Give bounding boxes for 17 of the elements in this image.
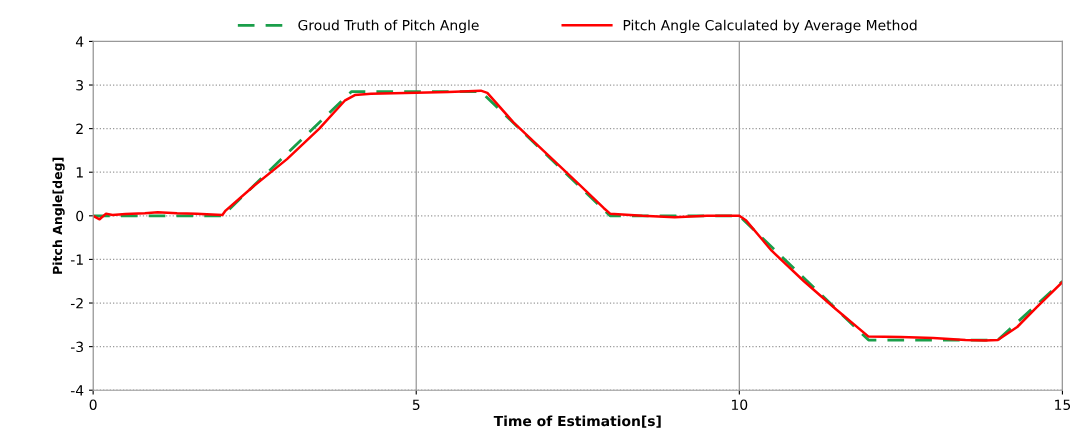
legend-label: Pitch Angle Calculated by Average Method (623, 19, 917, 34)
x-tick-label: 15 (1055, 399, 1071, 410)
y-tick-label: -2 (70, 297, 83, 309)
y-tick-label: -4 (70, 385, 84, 396)
x-tick-label: 0 (89, 399, 97, 410)
legend-label: Groud Truth of Pitch Angle (298, 19, 479, 34)
y-tick-label: -3 (70, 341, 83, 353)
y-tick-label: 1 (76, 167, 83, 178)
y-tick-label: 3 (76, 79, 83, 91)
x-tick-label: 5 (412, 399, 420, 410)
y-tick-label: -1 (70, 254, 83, 265)
x-axis-title: Time of Estimation[s] (493, 415, 661, 428)
y-tick-label: 0 (76, 210, 84, 222)
y-tick-label: 2 (76, 123, 83, 134)
x-tick-label: 10 (732, 399, 748, 410)
y-tick-label: 4 (75, 36, 84, 47)
y-axis-title: Pitch Angle[deg] (52, 157, 65, 274)
